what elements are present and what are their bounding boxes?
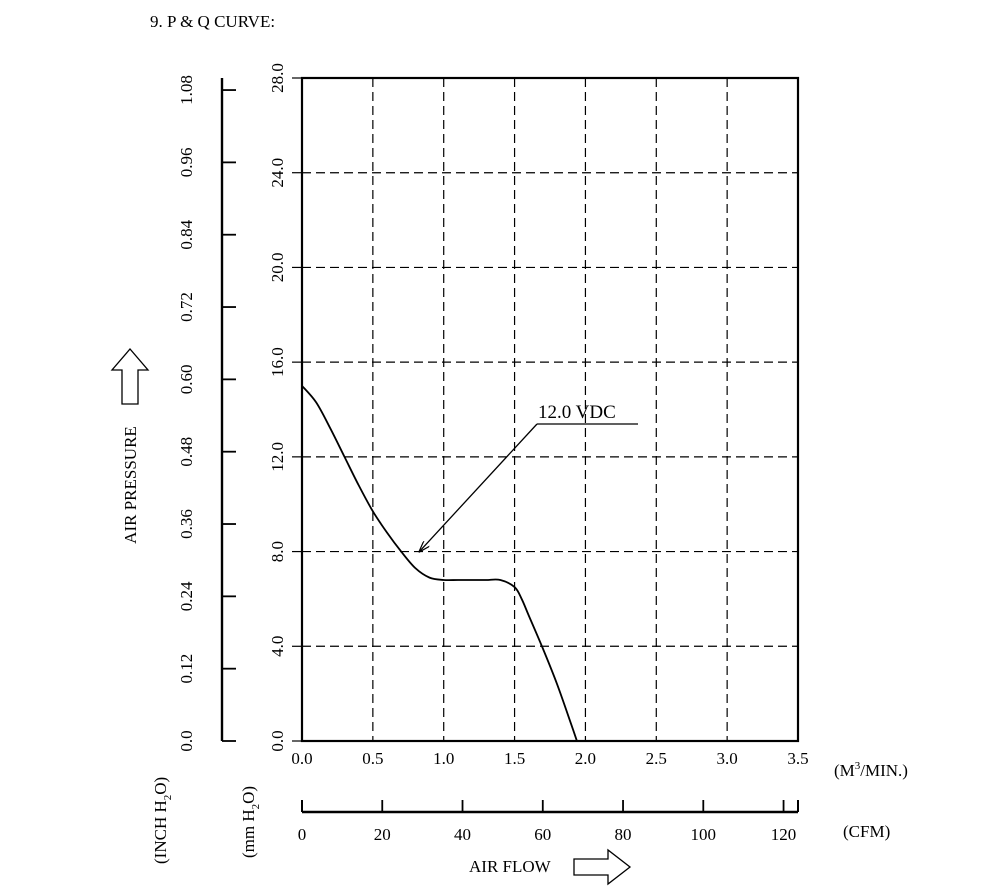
annotation-leader-arrow [419, 423, 538, 552]
cfm-tick-label: 60 [534, 825, 551, 844]
y-tick-label: 0.0 [268, 730, 287, 751]
y-tick-label: 8.0 [268, 541, 287, 562]
x-tick-label: 1.5 [504, 749, 525, 768]
series-line-12vdc [301, 385, 578, 742]
x-tick-label: 0.5 [362, 749, 383, 768]
inch-h2o-axis: 0.0 0.12 0.24 0.36 0.48 0.60 0.72 0.84 0.96 1.08 [177, 75, 236, 752]
inch-tick-label: 0.72 [177, 292, 196, 322]
y-unit-inch-label: (INCH H2O) [151, 777, 174, 864]
x-unit-m3-label: (M3/MIN.) [834, 760, 908, 780]
y-tick-label: 4.0 [268, 636, 287, 657]
x-tick-label: 0.0 [291, 749, 312, 768]
plot-frame [300, 76, 800, 743]
inch-tick-label: 0.60 [177, 364, 196, 394]
x-tick-label: 2.0 [575, 749, 596, 768]
right-arrow-icon [573, 848, 632, 886]
cfm-tick-label: 20 [374, 825, 391, 844]
series-layer [301, 385, 578, 742]
cfm-tick-label: 40 [454, 825, 471, 844]
cfm-tick-label: 0 [298, 825, 307, 844]
y-tick-labels: 0.0 4.0 8.0 12.0 16.0 20.0 24.0 28.0 [268, 63, 302, 752]
cfm-tick-label: 100 [691, 825, 717, 844]
inch-tick-label: 0.24 [177, 581, 196, 611]
y-tick-label: 28.0 [268, 63, 287, 93]
inch-tick-label: 0.96 [177, 148, 196, 178]
inch-tick-label: 0.48 [177, 437, 196, 467]
y-tick-label: 16.0 [268, 347, 287, 377]
y-tick-label: 20.0 [268, 253, 287, 283]
cfm-tick-label: 120 [771, 825, 797, 844]
inch-tick-label: 1.08 [177, 75, 196, 105]
y-unit-mm-label: (mm H2O) [239, 786, 262, 858]
grid-lines [302, 78, 798, 741]
cfm-tick-label: 80 [615, 825, 632, 844]
inch-tick-label: 0.12 [177, 654, 196, 684]
y-axis-title: AIR PRESSURE [121, 426, 140, 544]
x-tick-labels: 0.0 0.5 1.0 1.5 2.0 2.5 3.0 3.5 [291, 749, 808, 768]
page-heading: 9. P & Q CURVE: [150, 12, 275, 31]
x-tick-label: 3.0 [717, 749, 738, 768]
x-tick-label: 2.5 [646, 749, 667, 768]
inch-tick-label: 0.36 [177, 509, 196, 539]
annotation-label: 12.0 VDC [538, 402, 616, 423]
inch-tick-label: 0.84 [177, 219, 196, 249]
up-arrow-icon [110, 348, 150, 405]
x-tick-label: 1.0 [433, 749, 454, 768]
x-tick-label: 3.5 [787, 749, 808, 768]
y-tick-label: 12.0 [268, 442, 287, 472]
curve-annotation: 12.0 VDC [419, 402, 638, 552]
y-tick-label: 24.0 [268, 158, 287, 188]
x-unit-cfm-label: (CFM) [843, 822, 890, 841]
cfm-axis: 0 20 40 60 80 100 120 [298, 800, 799, 844]
x-axis-title: AIR FLOW [469, 857, 552, 876]
inch-tick-label: 0.0 [177, 730, 196, 751]
